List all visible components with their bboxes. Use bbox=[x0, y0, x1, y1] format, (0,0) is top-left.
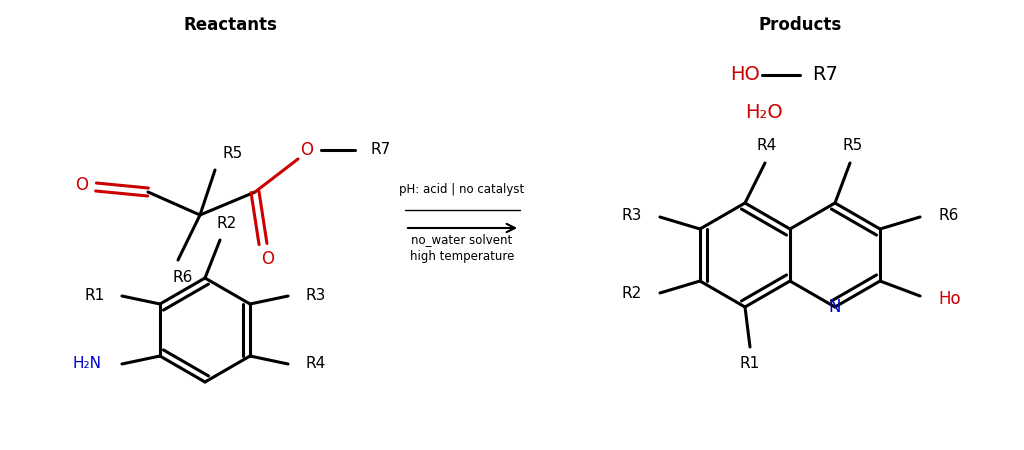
Text: R4: R4 bbox=[757, 139, 777, 153]
Text: Ho: Ho bbox=[938, 290, 961, 308]
Text: O: O bbox=[76, 176, 88, 194]
Text: H₂N: H₂N bbox=[73, 356, 102, 372]
Text: Reactants: Reactants bbox=[183, 16, 276, 34]
Text: N: N bbox=[828, 298, 842, 316]
Text: R5: R5 bbox=[843, 139, 863, 153]
Text: R7: R7 bbox=[371, 143, 391, 158]
Text: H₂O: H₂O bbox=[745, 103, 782, 122]
Text: R6: R6 bbox=[172, 270, 193, 284]
Text: O: O bbox=[261, 250, 274, 268]
Text: pH: acid | no catalyst: pH: acid | no catalyst bbox=[399, 183, 524, 196]
Text: R2: R2 bbox=[622, 285, 642, 301]
Text: R1: R1 bbox=[85, 288, 105, 302]
Text: R5: R5 bbox=[222, 145, 243, 161]
Text: R7: R7 bbox=[812, 66, 838, 85]
Text: R3: R3 bbox=[305, 288, 326, 302]
Text: R4: R4 bbox=[305, 356, 326, 372]
Text: no_water solvent: no_water solvent bbox=[412, 233, 513, 246]
Text: R3: R3 bbox=[622, 208, 642, 224]
Text: R1: R1 bbox=[740, 356, 760, 372]
Text: HO: HO bbox=[730, 66, 760, 85]
Text: R2: R2 bbox=[217, 216, 238, 230]
Text: R6: R6 bbox=[938, 208, 958, 224]
Text: high temperature: high temperature bbox=[410, 250, 514, 263]
Text: Products: Products bbox=[759, 16, 842, 34]
Text: O: O bbox=[300, 141, 313, 159]
